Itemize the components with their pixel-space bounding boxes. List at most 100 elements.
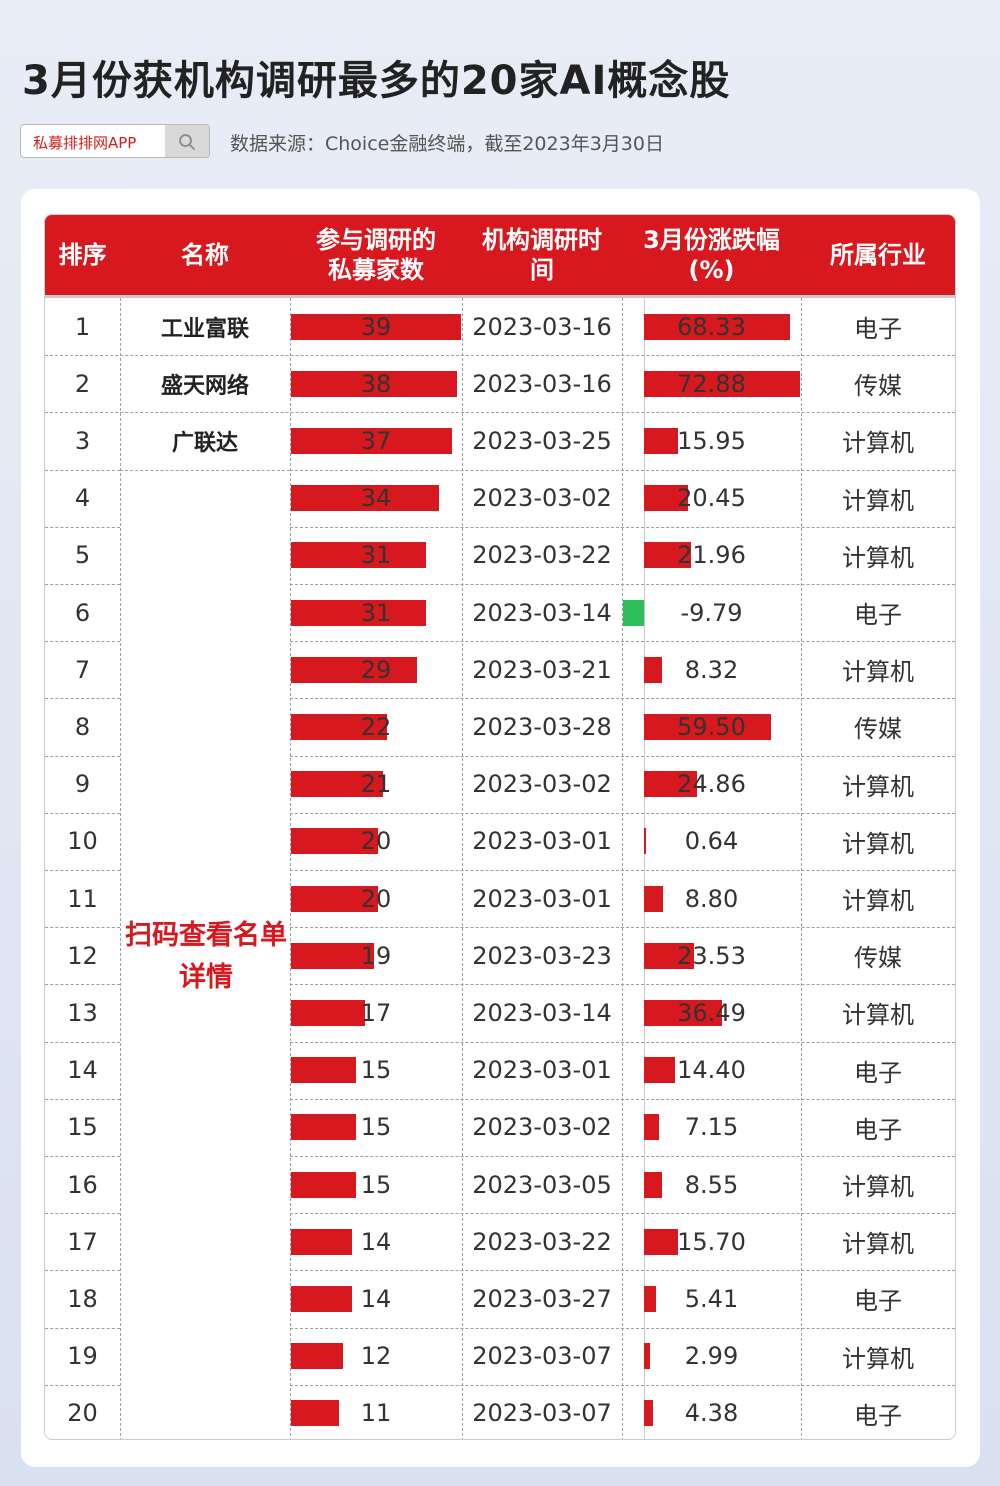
row-divider [45,469,120,471]
header-name: 名称 [181,241,229,269]
count-bar [291,427,453,454]
change-bar [644,771,698,798]
date-cell: 2023-03-27 [472,1284,612,1313]
row-divider [45,870,120,871]
change-bar [644,656,662,683]
count-bar [291,656,418,683]
change-label: 7.15 [684,1113,739,1142]
row-divider [45,526,120,528]
change-bar [644,999,723,1026]
search-button[interactable] [165,125,209,157]
rank-cell: 2 [74,369,91,398]
row-divider [290,1041,955,1043]
date-cell: 2023-03-02 [472,770,612,799]
rank-cell: 10 [67,827,98,856]
rank-cell: 5 [74,541,91,570]
row-divider [45,1156,120,1157]
rank-cell: 18 [67,1284,98,1313]
change-label: 20.45 [677,484,746,513]
count-bar [291,313,461,340]
date-cell: 2023-03-07 [472,1399,612,1428]
column-divider [801,298,802,1439]
row-divider [290,698,955,700]
change-label: 0.64 [684,827,739,856]
row-divider [290,927,955,929]
header-industry: 所属行业 [830,241,926,269]
count-label: 15 [360,1056,392,1085]
count-label: 21 [360,770,392,799]
count-label: 29 [360,655,392,684]
row-divider [45,1270,120,1272]
change-bar [644,942,695,969]
change-label: 59.50 [677,712,746,741]
count-bar [291,999,366,1026]
page-title: 3月份获机构调研最多的20家AI概念股 [22,58,731,104]
table-header: 排序 名称 参与调研的私募家数 机构调研时间 3月份涨跌幅(%) 所属行业 [45,215,955,298]
data-table: 排序 名称 参与调研的私募家数 机构调研时间 3月份涨跌幅(%) 所属行业 1 工… [44,214,956,1440]
row-divider [290,984,955,986]
industry-cell: 计算机 [842,658,914,687]
row-divider [45,1213,120,1215]
date-cell: 2023-03-14 [472,598,612,627]
row-divider [290,641,955,643]
count-label: 38 [360,369,392,398]
row-divider [45,1098,120,1100]
count-bar [291,713,387,740]
industry-cell: 计算机 [842,829,914,858]
count-bar [291,771,383,798]
change-label: -9.79 [680,598,743,627]
count-bar [291,1400,339,1427]
rank-cell: 12 [67,941,98,970]
row-divider [45,1384,120,1386]
rank-cell: 3 [74,426,91,455]
industry-cell: 电子 [854,1287,902,1316]
change-label: 4.38 [684,1399,739,1428]
change-bar [644,1343,651,1370]
row-divider [290,584,955,585]
search-icon [179,134,195,150]
row-divider [290,812,955,814]
count-bar [291,542,427,569]
row-divider [290,526,955,528]
data-source: 数据来源：Choice金融终端，截至2023年3月30日 [230,133,664,155]
column-divider [120,298,121,1439]
date-cell: 2023-03-23 [472,941,612,970]
change-label: 5.41 [684,1284,739,1313]
change-label: 36.49 [677,998,746,1027]
count-label: 19 [360,941,392,970]
row-divider [120,469,290,471]
header-count: 参与调研的私募家数 [316,226,436,284]
column-divider [462,298,463,1439]
change-bar [644,885,663,912]
change-zero-axis [644,298,645,1439]
row-divider [290,1098,955,1100]
count-label: 15 [360,1113,392,1142]
rank-cell: 11 [67,884,98,913]
count-bar [291,599,427,626]
row-divider [290,1270,955,1272]
rank-cell: 16 [67,1170,98,1199]
rank-cell: 14 [67,1056,98,1085]
count-bar [291,942,374,969]
stock-name-cell: 广联达 [171,430,238,456]
search-box[interactable]: 私募排排网APP [20,124,210,158]
header-change: 3月份涨跌幅(%) [643,226,780,284]
count-label: 31 [360,598,392,627]
change-bar [644,713,772,740]
row-divider [45,755,120,757]
header-date: 机构调研时间 [482,226,602,284]
industry-cell: 电子 [854,315,902,343]
column-divider [290,298,291,1439]
date-cell: 2023-03-01 [472,1056,612,1085]
search-brand-text: 私募排排网APP [33,134,137,152]
count-label: 37 [360,426,392,455]
count-label: 17 [360,998,392,1027]
change-label: 14.40 [677,1056,746,1085]
industry-cell: 计算机 [842,1230,914,1259]
change-label: 15.95 [677,426,746,455]
count-bar [291,1114,357,1141]
change-bar [644,1171,663,1198]
count-label: 14 [360,1227,392,1256]
count-bar [291,1343,344,1370]
header-rank: 排序 [58,241,107,269]
